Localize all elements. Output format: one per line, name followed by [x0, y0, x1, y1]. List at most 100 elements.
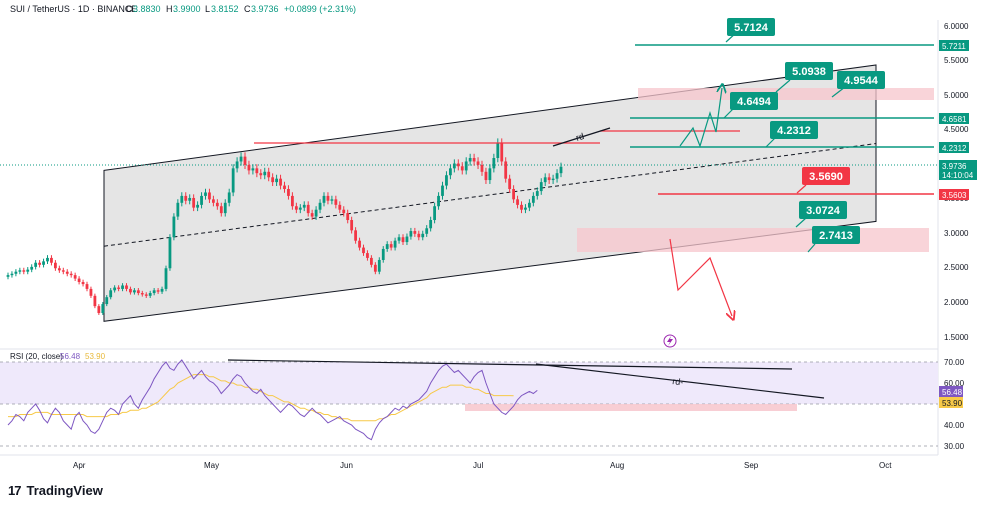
- candle-body[interactable]: [437, 195, 440, 207]
- candle-body[interactable]: [377, 259, 381, 272]
- level-label-5-7124[interactable]: 5.7124: [725, 18, 775, 43]
- candle-body[interactable]: [350, 220, 354, 231]
- candle-body[interactable]: [38, 262, 41, 265]
- candle-body[interactable]: [164, 268, 168, 289]
- rsi-line[interactable]: [7, 359, 538, 441]
- rsi-ma-line[interactable]: [8, 374, 514, 422]
- candle-body[interactable]: [255, 168, 259, 174]
- candle-body[interactable]: [362, 247, 365, 254]
- candle-body[interactable]: [34, 262, 38, 267]
- candle-body[interactable]: [559, 166, 563, 174]
- candle-body[interactable]: [133, 290, 136, 293]
- candle-body[interactable]: [192, 197, 196, 208]
- level-label-4-9544[interactable]: 4.9544: [831, 71, 885, 98]
- candle-body[interactable]: [10, 273, 14, 276]
- candle-body[interactable]: [476, 161, 480, 165]
- candle-body[interactable]: [298, 207, 302, 210]
- candle-body[interactable]: [97, 306, 101, 314]
- time-axis[interactable]: Apr May Jun Jul Aug Sep Oct: [73, 461, 892, 470]
- candle-body[interactable]: [302, 204, 306, 208]
- candle-body[interactable]: [227, 192, 231, 203]
- candle-body[interactable]: [409, 231, 413, 237]
- candle-body[interactable]: [176, 202, 180, 217]
- candle-body[interactable]: [433, 206, 436, 221]
- candle-body[interactable]: [413, 231, 417, 234]
- candle-body[interactable]: [535, 191, 539, 196]
- candle-body[interactable]: [322, 195, 326, 203]
- candle-body[interactable]: [500, 142, 504, 162]
- channel-midline[interactable]: [103, 143, 877, 247]
- candle-body[interactable]: [223, 202, 227, 214]
- candle-body[interactable]: [389, 244, 393, 248]
- candle-body[interactable]: [144, 294, 148, 296]
- price-axis[interactable]: 6.0000 5.5000 5.0000 4.5000 3.5000 3.000…: [939, 22, 977, 342]
- candle-body[interactable]: [512, 189, 515, 200]
- candle-body[interactable]: [508, 178, 512, 190]
- candle-body[interactable]: [397, 237, 401, 241]
- candle-body[interactable]: [129, 288, 132, 293]
- bullish-projection-path[interactable]: [679, 88, 722, 148]
- candle-body[interactable]: [65, 271, 69, 274]
- candle-body[interactable]: [358, 240, 361, 248]
- bearish-projection-path[interactable]: [669, 238, 732, 316]
- candle-body[interactable]: [484, 171, 488, 181]
- rsi-upper-trendline[interactable]: [227, 359, 793, 370]
- candle-body[interactable]: [318, 202, 322, 210]
- candle-body[interactable]: [105, 297, 109, 305]
- candle-body[interactable]: [314, 209, 318, 217]
- candle-body[interactable]: [196, 204, 199, 208]
- candle-body[interactable]: [306, 204, 310, 214]
- candle-body[interactable]: [488, 168, 492, 181]
- candle-body[interactable]: [204, 192, 207, 196]
- candle-body[interactable]: [492, 158, 496, 169]
- candle-body[interactable]: [81, 282, 85, 285]
- candle-body[interactable]: [283, 185, 286, 190]
- candle-body[interactable]: [445, 175, 448, 186]
- support-zone[interactable]: [577, 228, 929, 252]
- candle-body[interactable]: [69, 273, 73, 276]
- level-label-5-0938[interactable]: 5.0938: [775, 62, 833, 93]
- candle-body[interactable]: [18, 270, 22, 272]
- candle-body[interactable]: [291, 195, 294, 207]
- candle-body[interactable]: [109, 290, 113, 298]
- candle-body[interactable]: [421, 233, 425, 238]
- candle-body[interactable]: [425, 228, 429, 234]
- candle-body[interactable]: [449, 168, 452, 176]
- candle-body[interactable]: [460, 166, 464, 171]
- candle-body[interactable]: [504, 161, 508, 179]
- candle-body[interactable]: [354, 230, 357, 241]
- candle-body[interactable]: [73, 275, 77, 279]
- candle-body[interactable]: [125, 285, 128, 289]
- lightning-icon[interactable]: [663, 334, 677, 348]
- candle-body[interactable]: [275, 178, 278, 183]
- candle-body[interactable]: [180, 195, 184, 203]
- candle-body[interactable]: [212, 199, 215, 203]
- candle-body[interactable]: [334, 199, 338, 205]
- candle-body[interactable]: [239, 156, 243, 162]
- rsi-divergence-line[interactable]: [535, 363, 825, 399]
- candle-body[interactable]: [472, 158, 476, 162]
- candle-body[interactable]: [468, 158, 472, 162]
- candle-body[interactable]: [417, 233, 421, 238]
- candle-body[interactable]: [456, 163, 460, 167]
- level-label-4-6494[interactable]: 4.6494: [723, 92, 778, 119]
- candle-body[interactable]: [101, 304, 105, 314]
- candle-body[interactable]: [57, 268, 61, 271]
- candle-body[interactable]: [373, 264, 377, 272]
- candle-body[interactable]: [480, 164, 484, 172]
- candle-body[interactable]: [42, 261, 45, 265]
- candle-body[interactable]: [77, 278, 81, 283]
- candle-body[interactable]: [271, 177, 275, 183]
- candle-body[interactable]: [14, 271, 18, 274]
- candle-body[interactable]: [385, 244, 389, 249]
- channel-fill[interactable]: [103, 64, 877, 322]
- candle-body[interactable]: [326, 195, 330, 201]
- candle-body[interactable]: [342, 209, 346, 214]
- candle-body[interactable]: [310, 213, 314, 217]
- candle-body[interactable]: [543, 177, 547, 183]
- candle-body[interactable]: [231, 168, 235, 193]
- candle-body[interactable]: [429, 220, 433, 229]
- level-label-3-5690[interactable]: 3.5690: [796, 167, 850, 194]
- candle-body[interactable]: [136, 290, 140, 294]
- candle-body[interactable]: [85, 284, 89, 289]
